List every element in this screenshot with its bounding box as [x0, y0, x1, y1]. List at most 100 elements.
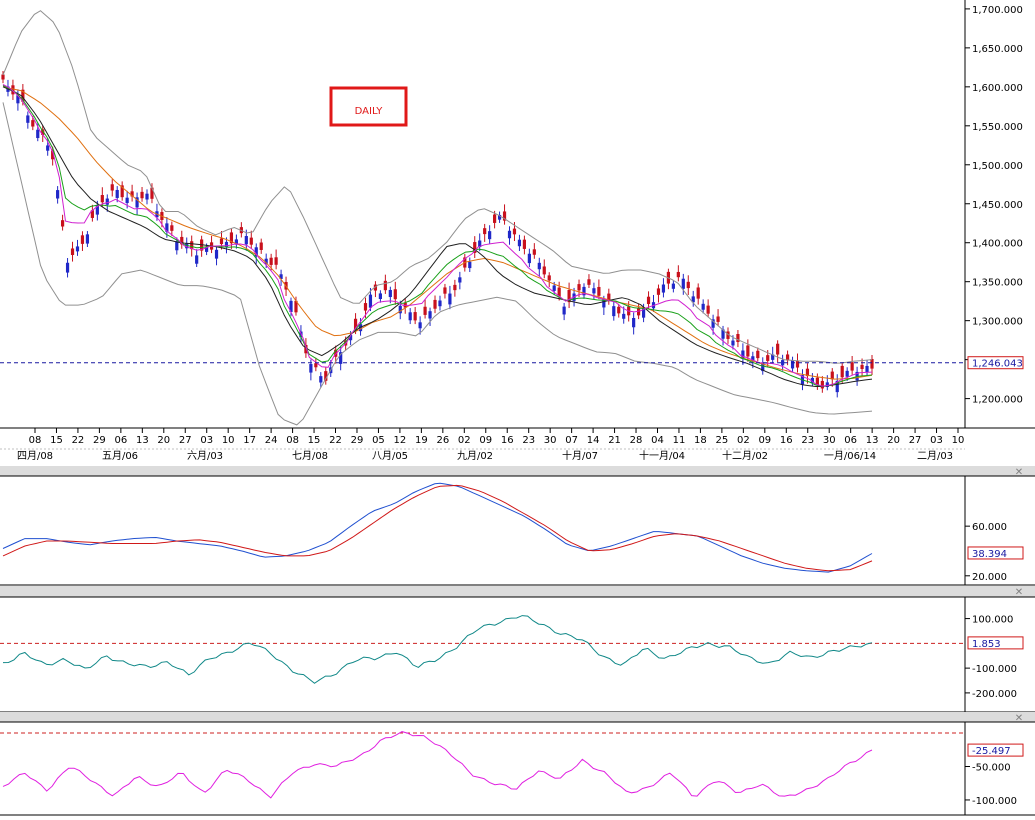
osc-current-box-3 — [967, 743, 1024, 757]
candle-body — [517, 239, 522, 247]
candle-body — [641, 308, 646, 318]
candle-body — [21, 89, 25, 102]
candle-body — [31, 120, 35, 127]
candle-body — [353, 318, 358, 330]
x-tick-label: 22 — [72, 435, 85, 446]
candle-body — [557, 287, 561, 297]
x-tick-label: 08 — [29, 435, 42, 446]
candle-body — [473, 242, 477, 253]
candle-body — [845, 370, 849, 377]
candle-body — [458, 277, 462, 283]
candle-body — [428, 311, 432, 319]
osc-y-tick-label: -100.000 — [972, 796, 1017, 807]
x-tick-label: 03 — [200, 435, 213, 446]
candle-body — [815, 377, 819, 385]
bollinger-upper-line — [2, 10, 873, 364]
close-icon[interactable]: ✕ — [1015, 713, 1023, 724]
candle-body — [438, 300, 442, 307]
candle-body — [393, 289, 397, 300]
x-tick-label: 24 — [265, 435, 278, 446]
y-tick-label: 1,350.000 — [972, 278, 1023, 289]
x-tick-label: 10 — [222, 435, 235, 446]
candle-body — [805, 368, 810, 377]
candle-body — [314, 363, 318, 368]
candle-body — [741, 350, 745, 359]
candle-body — [383, 280, 387, 291]
close-icon[interactable]: ✕ — [1015, 587, 1023, 598]
osc-y-tick-label: 20.000 — [972, 572, 1007, 583]
candle-body — [701, 303, 705, 310]
x-tick-label: 15 — [50, 435, 63, 446]
x-tick-label: 12 — [394, 435, 407, 446]
candle-body — [234, 239, 238, 245]
candle-body — [334, 349, 338, 357]
x-tick-label: 27 — [179, 435, 192, 446]
candle-body — [835, 380, 839, 393]
osc-series-1-1 — [2, 484, 873, 572]
candle-body — [135, 197, 139, 208]
candle-body — [865, 365, 869, 373]
panel-separator-2 — [0, 712, 1035, 722]
x-tick-label: 19 — [415, 435, 428, 446]
candle-body — [388, 289, 392, 298]
candle-body — [761, 362, 765, 372]
x-tick-label: 29 — [351, 435, 364, 446]
x-tick-label: 29 — [93, 435, 106, 446]
osc-current-label: 1.853 — [972, 639, 1001, 650]
x-month-label: 六月/03 — [187, 450, 223, 462]
candle-body — [587, 279, 591, 285]
candle-body — [646, 296, 651, 305]
candle-body — [443, 287, 447, 294]
candle-body — [582, 286, 586, 296]
daily-badge-frame — [329, 86, 408, 127]
y-tick-label: 1,700.000 — [972, 5, 1023, 16]
candle-body — [378, 293, 382, 299]
candle-body — [711, 319, 715, 328]
close-icon[interactable]: ✕ — [1015, 467, 1023, 478]
candle-body — [781, 360, 785, 366]
ma-orange-line — [2, 86, 873, 380]
candle-body — [766, 355, 770, 361]
candle-body — [1, 74, 5, 80]
candle-body — [60, 220, 65, 227]
candle-body — [254, 247, 258, 257]
ma-black-line — [2, 86, 873, 387]
x-tick-label: 10 — [952, 435, 965, 446]
osc-series-3-0 — [2, 731, 873, 799]
candle-body — [552, 285, 556, 291]
candle-body — [597, 286, 601, 296]
candle-body — [130, 191, 134, 197]
x-tick-label: 09 — [479, 435, 492, 446]
x-tick-label: 21 — [608, 435, 621, 446]
x-tick-label: 30 — [823, 435, 836, 446]
candle-body — [468, 261, 472, 269]
y-tick-label: 1,600.000 — [972, 83, 1023, 94]
x-month-label: 一月/06/14 — [824, 450, 876, 462]
panel-separator-0 — [0, 466, 1035, 476]
candle-body — [676, 271, 680, 278]
candle-body — [547, 275, 551, 281]
candle-body — [771, 354, 775, 360]
candle-body — [537, 262, 541, 270]
candle-body — [850, 362, 854, 371]
candle-body — [413, 312, 417, 321]
candle-body — [562, 306, 566, 315]
candle-body — [830, 371, 834, 380]
candle-body — [56, 190, 60, 199]
x-tick-label: 08 — [286, 435, 299, 446]
panel-separator-1 — [0, 586, 1035, 597]
osc-current-box-2 — [967, 636, 1024, 650]
candle-body — [483, 228, 487, 235]
x-tick-label: 18 — [694, 435, 707, 446]
osc-current-label: 38.394 — [972, 549, 1007, 560]
candle-body — [418, 322, 422, 329]
candle-body — [105, 198, 109, 205]
candle-body — [478, 240, 482, 248]
bollinger-lower-line — [2, 102, 873, 426]
x-tick-label: 04 — [651, 435, 664, 446]
x-tick-label: 17 — [243, 435, 256, 446]
candle-body — [26, 115, 30, 123]
candle-body — [592, 288, 596, 294]
candle-body — [681, 278, 685, 289]
candles-group — [1, 70, 874, 398]
